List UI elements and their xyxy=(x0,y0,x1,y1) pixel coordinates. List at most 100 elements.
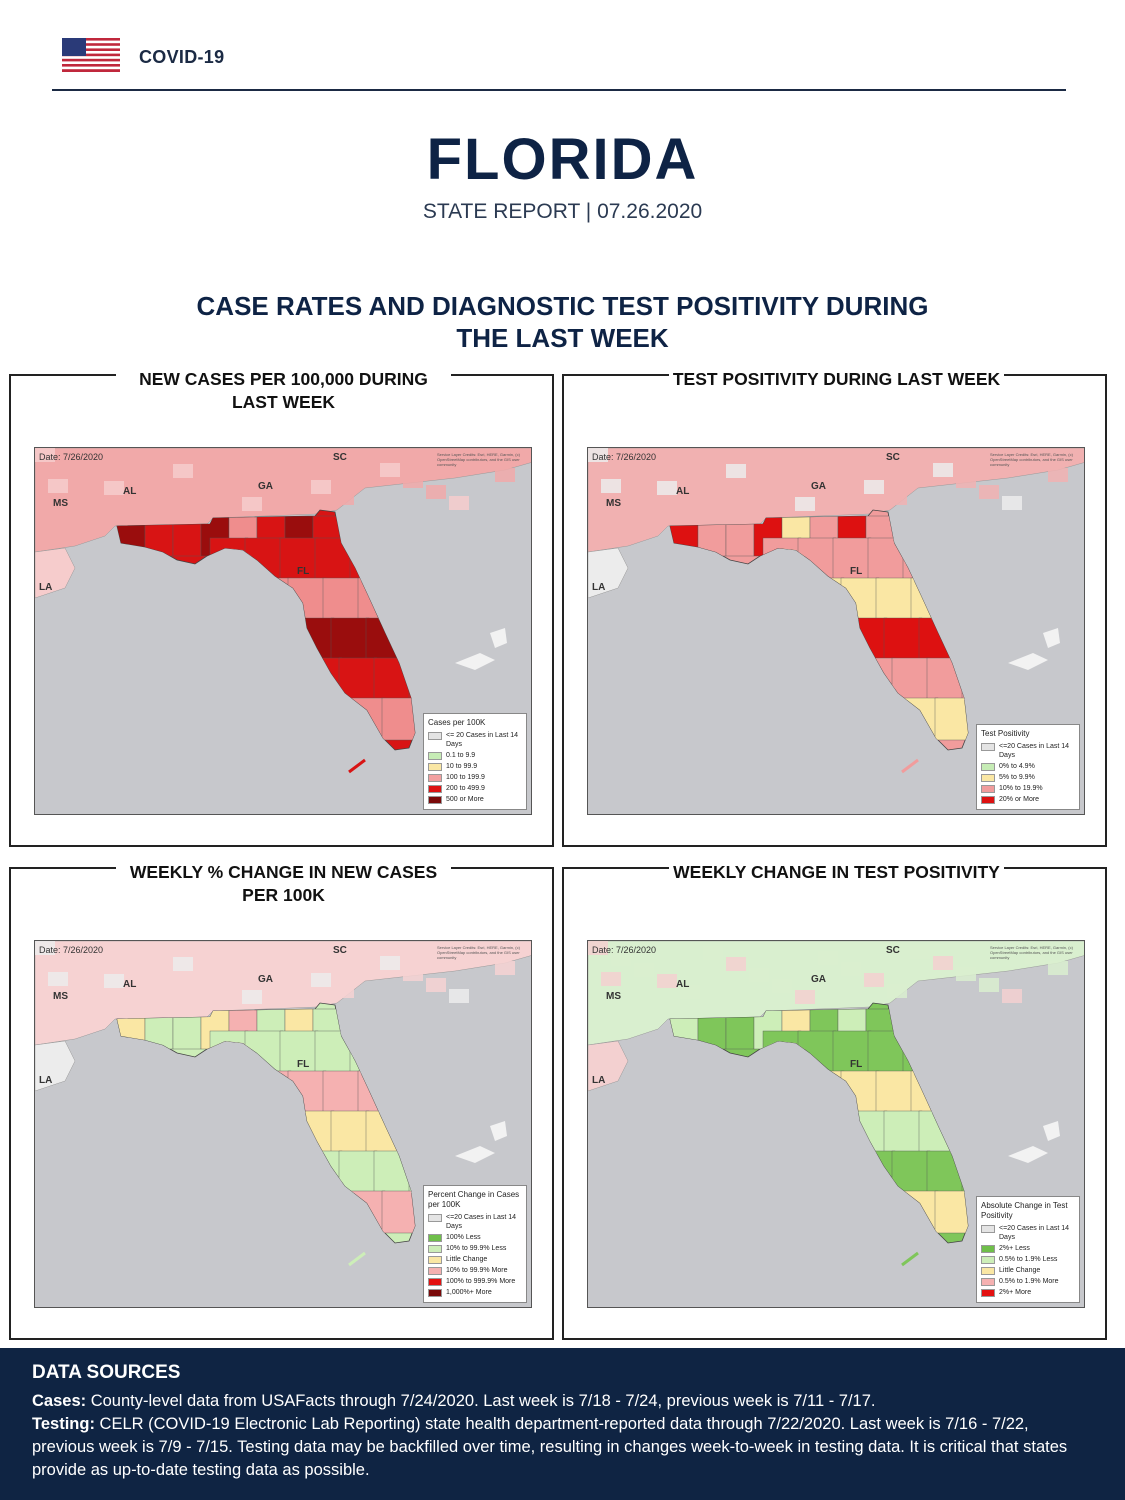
state-label-la: LA xyxy=(592,582,606,593)
state-label-la: LA xyxy=(592,1075,606,1086)
county-patch xyxy=(749,968,769,982)
county-patch xyxy=(219,486,239,500)
legend-label: <=20 Cases in Last 14 Days xyxy=(999,1225,1070,1241)
legend-label: 10% to 99.9% Less xyxy=(446,1245,507,1252)
county-tile xyxy=(357,1070,397,1114)
legend-title: Cases per 100K xyxy=(428,718,486,727)
state-label-al: AL xyxy=(123,979,137,990)
county-tile xyxy=(875,577,915,621)
county-tile xyxy=(225,1110,265,1154)
legend-label: 10 to 99.9 xyxy=(446,763,478,770)
legend-swatch xyxy=(981,763,995,771)
panel-weekly-positivity-change: WEEKLY CHANGE IN TEST POSITIVITY Date: 7… xyxy=(562,861,1107,1340)
county-tile xyxy=(899,1190,939,1234)
panel-title: NEW CASES PER 100,000 DURING LAST WEEK xyxy=(116,368,451,414)
legend-label: 10% to 99.9% More xyxy=(446,1267,508,1274)
legend-item: 5% to 9.9% xyxy=(981,773,1075,782)
county-tile xyxy=(252,1070,292,1114)
cases-label: Cases: xyxy=(32,1392,87,1410)
county-tile xyxy=(937,537,968,581)
county-patch xyxy=(841,469,861,483)
county-patch xyxy=(841,962,861,976)
county-tile xyxy=(322,1070,362,1114)
county-tile xyxy=(805,1070,845,1114)
county-patch xyxy=(219,979,239,993)
legend-swatch xyxy=(428,1289,442,1297)
state-label-la: LA xyxy=(39,582,53,593)
legend-swatch xyxy=(981,1245,995,1253)
florida-keys xyxy=(901,1251,919,1267)
legend-item: 500 or More xyxy=(428,795,522,804)
legend-item: 0.5% to 1.9% More xyxy=(981,1277,1075,1286)
legend-swatch xyxy=(981,1267,995,1275)
legend-label: 2%+ Less xyxy=(999,1245,1030,1252)
county-patch xyxy=(173,464,193,478)
county-patch xyxy=(311,973,331,987)
panel-weekly-case-change: WEEKLY % CHANGE IN NEW CASES PER 100K Da… xyxy=(9,861,554,1340)
county-tile xyxy=(295,1110,335,1154)
county-tile xyxy=(244,537,284,581)
state-label-ms: MS xyxy=(606,991,621,1002)
county-tile xyxy=(934,1190,968,1234)
legend-item: 100% Less xyxy=(428,1233,522,1242)
legend-label: 5% to 9.9% xyxy=(999,774,1035,781)
county-tile xyxy=(384,1030,415,1074)
county-tile xyxy=(891,657,931,701)
legend-swatch xyxy=(428,785,442,793)
legend-label: <=20 Cases in Last 14 Days xyxy=(999,743,1070,759)
county-patch xyxy=(933,956,953,970)
bahamas-island xyxy=(490,628,507,648)
legend-label: <= 20 Cases in Last 14 Days xyxy=(446,732,518,748)
county-tile xyxy=(349,537,389,581)
legend-item: 10% to 99.9% Less xyxy=(428,1244,522,1253)
county-patch xyxy=(242,990,262,1004)
county-tile xyxy=(330,1110,370,1154)
legend-label: 100 to 199.9 xyxy=(446,774,485,781)
county-tile xyxy=(821,1150,861,1194)
county-tile xyxy=(813,617,853,661)
county-patch xyxy=(1048,961,1068,975)
map-credit: Service Layer Credits: Esri, HERE, Garmi… xyxy=(990,452,1073,467)
county-patch xyxy=(288,469,308,483)
county-patch xyxy=(196,475,216,489)
legend-item: 10% to 99.9% More xyxy=(428,1266,522,1275)
map-canvas xyxy=(35,448,531,774)
legend-item: Little Change xyxy=(981,1266,1075,1275)
county-patch xyxy=(726,464,746,478)
county-tile xyxy=(762,537,802,581)
county-patch xyxy=(403,474,423,488)
legend-item: <= 20 Cases in Last 14 Days xyxy=(428,731,522,749)
state-label-la: LA xyxy=(39,1075,53,1086)
county-patch xyxy=(726,957,746,971)
county-tile xyxy=(346,697,386,741)
map-date: Date: 7/26/2020 xyxy=(592,452,657,462)
legend-label: 0% to 4.9% xyxy=(999,763,1035,770)
map-weekly-positivity-change: Date: 7/26/2020 Service Layer Credits: Es… xyxy=(587,940,1085,1308)
county-tile xyxy=(311,697,351,741)
county-tile xyxy=(867,1030,907,1074)
legend-swatch xyxy=(428,1245,442,1253)
county-tile xyxy=(260,617,300,661)
county-patch xyxy=(173,957,193,971)
county-patch xyxy=(772,979,792,993)
county-patch xyxy=(1048,468,1068,482)
legend-swatch xyxy=(981,1278,995,1286)
state-label-fl: FL xyxy=(850,1059,863,1070)
legend-item: 1,000%+ More xyxy=(428,1288,522,1297)
county-tile xyxy=(268,657,308,701)
legend-item: 20% or More xyxy=(981,795,1075,804)
county-tile xyxy=(770,1070,810,1114)
county-tile xyxy=(883,1110,923,1154)
legend-label: 100% Less xyxy=(446,1234,481,1241)
county-tile xyxy=(279,537,319,581)
county-tile xyxy=(805,577,845,621)
county-tile xyxy=(338,657,378,701)
county-tile xyxy=(794,1190,834,1234)
legend-swatch xyxy=(981,743,995,751)
map-canvas xyxy=(35,941,531,1267)
county-patch xyxy=(48,972,68,986)
map-legend: Test Positivity <=20 Cases in Last 14 Day… xyxy=(976,724,1080,810)
legend-label: Little Change xyxy=(446,1256,488,1263)
county-patch xyxy=(403,967,423,981)
county-tile xyxy=(346,1190,386,1234)
